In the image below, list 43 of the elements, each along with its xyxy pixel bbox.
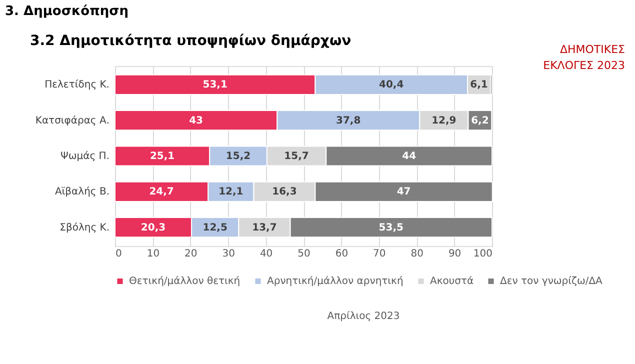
data-label: 12,9	[432, 115, 456, 126]
data-label: 12,1	[218, 186, 244, 198]
y-tick-label: Πελετίδης Κ.	[44, 80, 110, 91]
data-label: 37,8	[336, 115, 361, 126]
x-tick-label: 100	[473, 248, 492, 260]
x-tick-label: 20	[184, 248, 198, 260]
legend-label: Ακουστά	[430, 276, 474, 288]
data-label: 20,3	[140, 222, 166, 234]
x-tick-label: 40	[260, 248, 273, 260]
chart-title: 3.2 Δημοτικότητα υποψηφίων δημάρχων	[30, 33, 352, 49]
y-tick-label: Ψωμάς Π.	[60, 151, 110, 162]
data-label: 13,7	[252, 222, 277, 234]
x-tick-label: 70	[373, 248, 386, 260]
x-tick-label: 50	[298, 248, 310, 260]
data-label: 25,1	[150, 151, 175, 162]
data-label: 15,7	[284, 151, 309, 162]
data-label: 12,5	[202, 222, 228, 234]
data-label: 24,7	[149, 186, 174, 198]
y-tick-label: Αϊβαλής Β.	[54, 186, 110, 198]
x-tick-label: 0	[116, 248, 122, 260]
data-label: 15,2	[226, 151, 251, 162]
data-label: 53,1	[202, 80, 228, 91]
x-tick-label: 60	[335, 248, 348, 260]
data-label: 6,1	[470, 80, 488, 91]
x-tick-label: 80	[410, 248, 424, 260]
text: ΔΗΜΟΤΙΚΕΣ ΕΚΛΟΓΕΣ 2023	[543, 43, 626, 72]
text: Απρίλιος 2023	[327, 311, 400, 322]
data-label: 47	[396, 186, 411, 198]
data-label: 53,5	[378, 222, 404, 234]
y-tick-label: Σβόλης Κ.	[60, 222, 110, 234]
data-label: 16,3	[272, 186, 297, 198]
x-tick-label: 30	[222, 248, 235, 260]
data-label: 40,4	[378, 80, 404, 91]
x-tick-label: 10	[146, 248, 160, 260]
y-tick-label: Κατσιφάρας Α.	[35, 115, 110, 126]
text: 3. Δημοσκόπηση	[5, 4, 129, 19]
data-label: 44	[402, 151, 416, 162]
legend-label: Αρνητική/μάλλον αρνητική	[267, 276, 404, 288]
data-label: 6,2	[471, 115, 489, 126]
data-label: 43	[189, 115, 204, 126]
x-tick-label: 90	[448, 248, 462, 260]
legend-label: Δεν τον γνωρίζω/ΔΑ	[500, 276, 603, 288]
legend-label: Θετική/μάλλον θετική	[129, 276, 240, 288]
